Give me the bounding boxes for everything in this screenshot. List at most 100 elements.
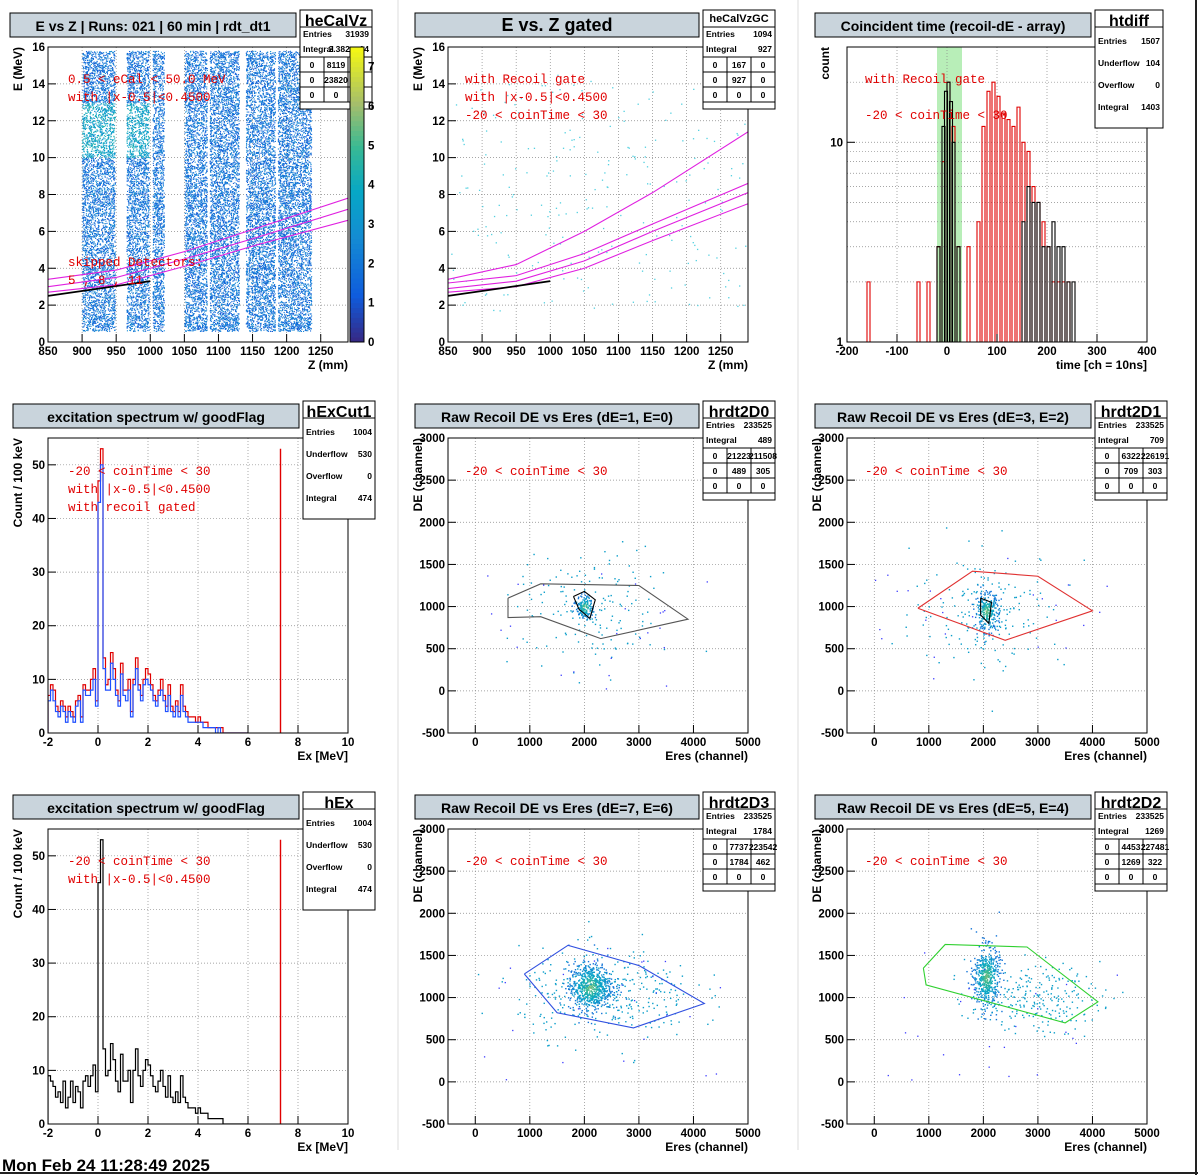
x-axis-label: Ex [MeV] bbox=[297, 749, 348, 763]
stats-label: Underflow bbox=[1098, 58, 1140, 68]
stats-label: Entries bbox=[706, 420, 735, 430]
y-tick-label: 8 bbox=[39, 190, 46, 202]
stats-cell: 0 bbox=[1105, 872, 1110, 882]
y-tick-label: -500 bbox=[422, 1119, 445, 1131]
chart-title: excitation spectrum w/ goodFlag bbox=[47, 800, 265, 816]
y-tick-label: 14 bbox=[32, 79, 45, 91]
y-tick-label: 16 bbox=[32, 42, 45, 54]
stats-cell: 462 bbox=[756, 857, 770, 867]
stats-cell: 21223 bbox=[727, 451, 751, 461]
y-axis-label: E (MeV) bbox=[411, 47, 425, 91]
stats-value: 1784 bbox=[753, 826, 772, 836]
stats-label: Entries bbox=[1098, 811, 1127, 821]
y-tick-label: 20 bbox=[32, 1012, 45, 1024]
stats-cell: 0 bbox=[310, 75, 315, 85]
stats-cell: 23820 bbox=[324, 75, 348, 85]
y-tick-label: 500 bbox=[426, 644, 445, 656]
stats-cell: 226191 bbox=[1141, 451, 1170, 461]
x-tick-label: 950 bbox=[107, 346, 126, 358]
stats-cell: 0 bbox=[737, 872, 742, 882]
y-tick-label: 30 bbox=[32, 958, 45, 970]
stats-label: Entries bbox=[306, 818, 335, 828]
x-tick-label: 3000 bbox=[626, 737, 652, 749]
x-tick-label: 1050 bbox=[172, 346, 198, 358]
x-tick-label: 6 bbox=[245, 737, 251, 749]
x-tick-label: 0 bbox=[472, 1128, 478, 1140]
x-axis-label: Z (mm) bbox=[308, 358, 348, 372]
y-tick-label: 14 bbox=[432, 79, 445, 91]
stats-cell: 0 bbox=[310, 60, 315, 70]
stats-cell: 0 bbox=[1129, 872, 1134, 882]
y-axis-label: DE (channel) bbox=[411, 438, 425, 511]
x-tick-label: 200 bbox=[1037, 346, 1056, 358]
chart-title: Raw Recoil DE vs Eres (dE=3, E=2) bbox=[837, 409, 1069, 425]
y-tick-label: 2 bbox=[439, 300, 445, 312]
y-tick-label: 0 bbox=[39, 728, 45, 740]
y-tick-label: 50 bbox=[32, 851, 45, 863]
stats-cell: 0 bbox=[713, 60, 718, 70]
stats-value: 31939 bbox=[345, 29, 369, 39]
stats-cell: 0 bbox=[713, 90, 718, 100]
x-tick-label: 8 bbox=[295, 1128, 302, 1140]
stats-cell: 0 bbox=[713, 451, 718, 461]
x-tick-label: 1050 bbox=[572, 346, 598, 358]
x-tick-label: 10 bbox=[342, 737, 355, 749]
y-tick-label: 10 bbox=[32, 1065, 45, 1077]
y-tick-label: -500 bbox=[821, 1119, 844, 1131]
stats-value: 104 bbox=[1146, 58, 1160, 68]
x-tick-label: 1150 bbox=[640, 346, 665, 358]
color-bar-label: 3 bbox=[368, 219, 374, 231]
y-axis-label: DE (channel) bbox=[411, 829, 425, 902]
y-tick-label: 6 bbox=[439, 226, 445, 238]
stats-label: Integral bbox=[706, 44, 737, 54]
stats-label: Overflow bbox=[306, 471, 343, 481]
stats-cell: 167 bbox=[732, 60, 746, 70]
color-bar-label: 7 bbox=[368, 62, 374, 74]
chart-title: Raw Recoil DE vs Eres (dE=7, E=6) bbox=[441, 800, 673, 816]
x-tick-label: 1100 bbox=[606, 346, 631, 358]
y-tick-label: 1500 bbox=[419, 950, 445, 962]
annotation-text: -20 < coinTime < 30 bbox=[68, 465, 211, 479]
stats-value: 0 bbox=[1155, 80, 1160, 90]
stats-cell: 305 bbox=[756, 466, 770, 476]
annotation-text: 0.5 < eCal < 50.0 MeV bbox=[68, 73, 226, 87]
chart-title: Coincident time (recoil-dE - array) bbox=[841, 18, 1066, 34]
stats-value: 1269 bbox=[1145, 826, 1164, 836]
x-tick-label: 5000 bbox=[1134, 737, 1160, 749]
stats-value: 0 bbox=[367, 471, 372, 481]
x-tick-label: 0 bbox=[472, 737, 478, 749]
y-tick-label: 1500 bbox=[419, 559, 445, 571]
color-bar-label: 5 bbox=[368, 140, 375, 152]
stats-value: 474 bbox=[358, 884, 372, 894]
stats-cell: 0 bbox=[1153, 872, 1158, 882]
annotation-text: -20 < coinTime < 30 bbox=[465, 855, 608, 869]
y-tick-label: 40 bbox=[32, 904, 45, 916]
color-bar-label: 1 bbox=[368, 298, 375, 310]
stats-value: 709 bbox=[1150, 435, 1164, 445]
stats-label: Integral bbox=[1098, 826, 1129, 836]
x-tick-label: 1200 bbox=[274, 346, 300, 358]
stats-cell: 8119 bbox=[327, 60, 346, 70]
stats-label: Entries bbox=[303, 29, 332, 39]
x-tick-label: 4000 bbox=[681, 737, 707, 749]
chart-title: E vs Z | Runs: 021 | 60 min | rdt_dt1 bbox=[35, 18, 270, 34]
stats-value: 1507 bbox=[1141, 36, 1160, 46]
x-axis-label: Z (mm) bbox=[708, 358, 748, 372]
x-tick-label: 1100 bbox=[206, 346, 231, 358]
color-bar-label: 0 bbox=[368, 337, 374, 349]
stats-label: Integral bbox=[306, 493, 337, 503]
y-axis-label: Count / 100 keV bbox=[11, 829, 25, 918]
stats-cell: 322 bbox=[1148, 857, 1162, 867]
y-tick-label: 4 bbox=[39, 263, 46, 275]
y-tick-label: 500 bbox=[825, 1035, 844, 1047]
annotation-text: -20 < coinTime < 30 bbox=[865, 855, 1008, 869]
x-tick-label: 3000 bbox=[626, 1128, 652, 1140]
